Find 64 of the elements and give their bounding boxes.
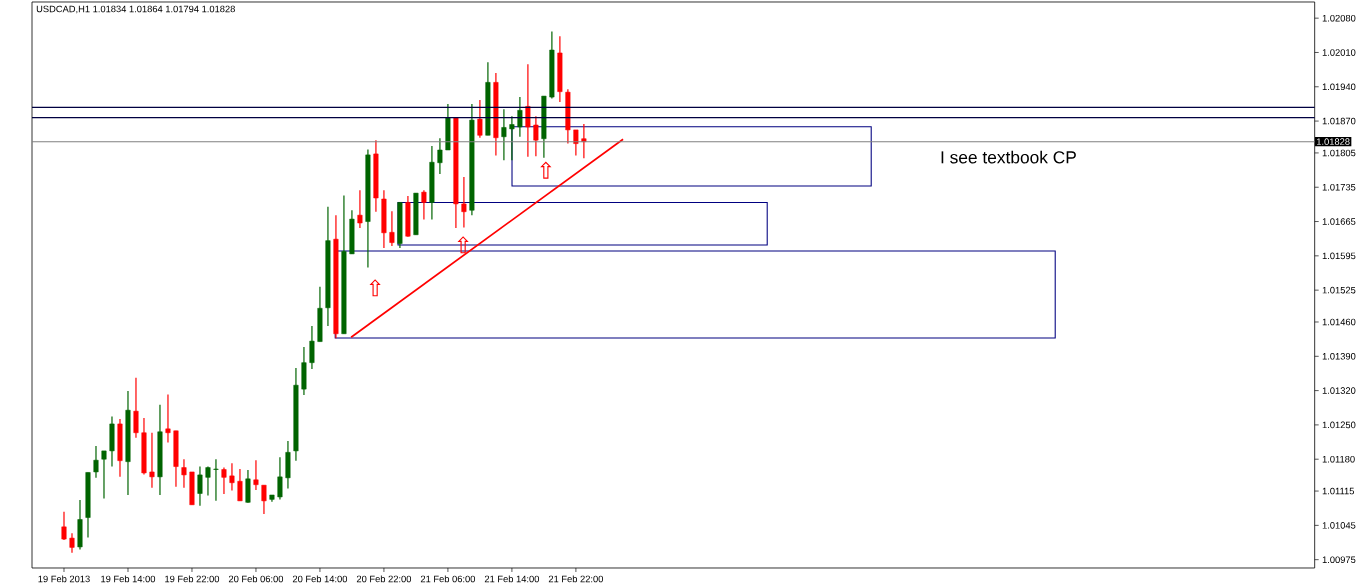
y-tick-label: 1.02010 — [1322, 49, 1356, 56]
candlestick — [389, 210, 395, 247]
y-tick-label: 1.00975 — [1322, 556, 1356, 563]
candlestick — [181, 458, 187, 489]
x-tick-label: 21 Feb 06:00 — [420, 575, 476, 583]
candlestick — [149, 432, 155, 489]
y-tick-label: 1.01460 — [1322, 318, 1356, 326]
annotation: ⇧ — [540, 161, 552, 179]
y-tick-label: 1.01805 — [1322, 149, 1356, 157]
x-tick-label: 19 Feb 22:00 — [165, 575, 220, 583]
y-tick-label: 1.01250 — [1322, 421, 1356, 429]
candlestick — [101, 450, 107, 500]
candlestick — [581, 123, 587, 159]
candlestick — [533, 115, 539, 157]
y-tick-label: 1.01045 — [1322, 522, 1356, 529]
candlestick — [245, 469, 251, 504]
candlestick — [133, 377, 139, 439]
x-tick-label: 21 Feb 22:00 — [548, 575, 604, 583]
chart-title: USDCAD,H1 1.01834 1.01864 1.01794 1.01828 — [36, 5, 235, 14]
candlestick — [509, 115, 515, 161]
candlestick — [421, 189, 427, 221]
candlestick — [261, 484, 267, 515]
y-tick-label: 1.01595 — [1322, 252, 1356, 260]
candlestick — [69, 532, 75, 554]
x-tick-label: 20 Feb 14:00 — [292, 575, 348, 583]
candlestick — [357, 189, 363, 229]
candlestick — [229, 462, 235, 492]
y-tick-label: 1.01665 — [1322, 218, 1356, 225]
y-tick-label: 1.02080 — [1322, 14, 1356, 22]
ref-line-label: 1.01828 — [1316, 138, 1350, 145]
y-tick-label: 1.01390 — [1322, 353, 1356, 360]
candlestick — [309, 325, 315, 370]
annotation: ⇧ — [457, 236, 469, 254]
candlestick — [437, 137, 443, 175]
x-tick-label: 19 Feb 14:00 — [101, 575, 156, 583]
y-tick-label: 1.01525 — [1322, 286, 1356, 294]
x-tick-label: 20 Feb 22:00 — [356, 575, 412, 583]
candlestick — [517, 96, 523, 138]
candlestick — [525, 63, 531, 158]
candlestick — [253, 459, 259, 491]
candlestick — [221, 466, 227, 495]
y-tick-label: 1.01735 — [1322, 183, 1356, 191]
candlestick — [573, 129, 579, 156]
candlestick — [461, 176, 467, 229]
candlestick — [93, 445, 99, 479]
candlestick — [477, 99, 483, 139]
y-tick-label: 1.01180 — [1322, 455, 1355, 463]
x-tick-label: 19 Feb 2013 — [38, 575, 90, 583]
candlestick — [165, 393, 171, 444]
candlestick — [213, 458, 219, 502]
candlestick — [277, 456, 283, 500]
candlestick — [197, 465, 203, 507]
candlestick — [237, 468, 243, 502]
x-tick-label: 21 Feb 14:00 — [484, 575, 540, 583]
y-tick-label: 1.01940 — [1322, 83, 1356, 91]
y-tick-label: 1.01115 — [1322, 487, 1355, 495]
annotation: ⇧ — [369, 279, 381, 297]
y-tick-label: 1.01320 — [1322, 387, 1356, 394]
candlestick — [205, 465, 211, 497]
candlestick — [61, 511, 67, 541]
y-tick-label: 1.01870 — [1322, 117, 1356, 125]
annotation: I see textbook CP — [941, 150, 1076, 164]
candlestick — [501, 108, 507, 161]
x-tick-label: 20 Feb 06:00 — [228, 575, 284, 583]
